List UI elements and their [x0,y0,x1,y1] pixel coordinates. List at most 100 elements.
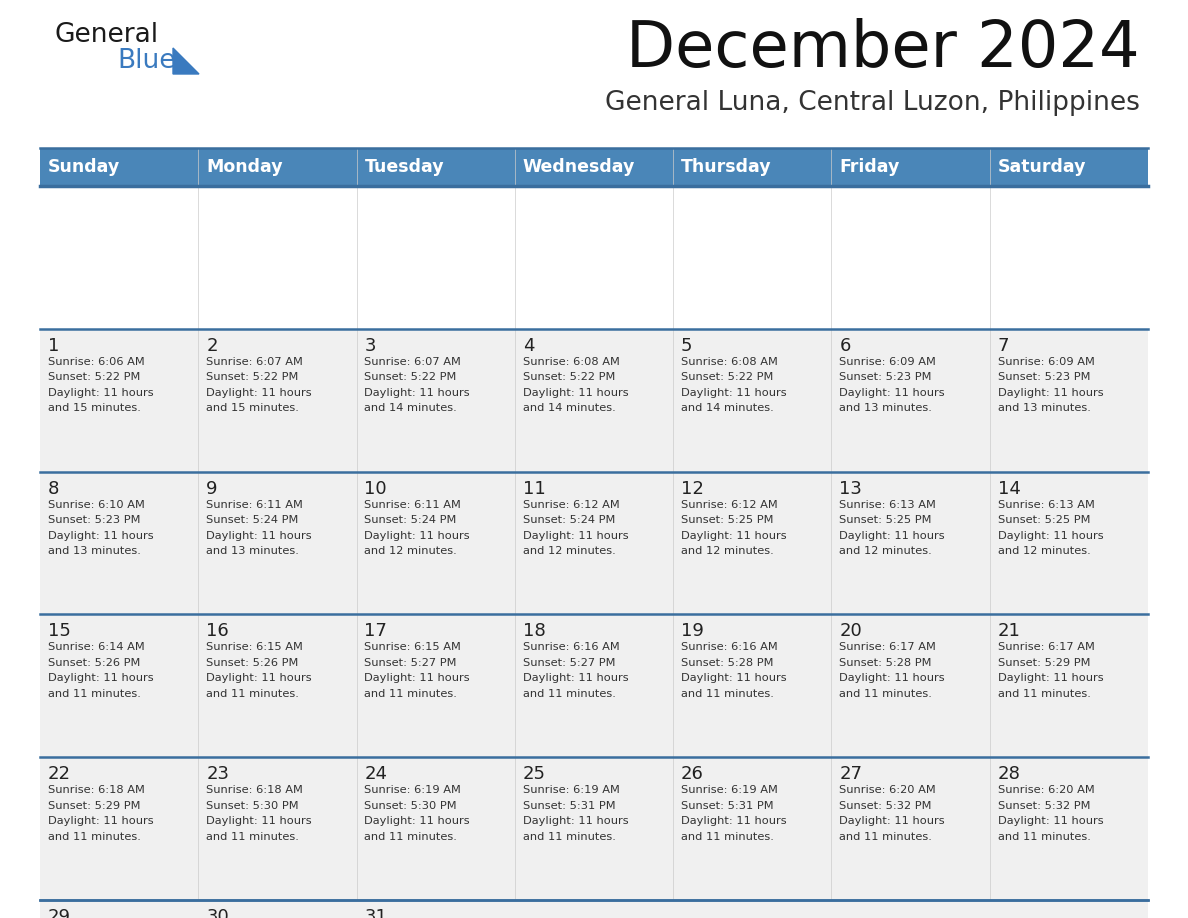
Text: and 11 minutes.: and 11 minutes. [365,688,457,699]
Bar [514,614,674,757]
Text: Sunrise: 6:15 AM: Sunrise: 6:15 AM [207,643,303,653]
Text: Daylight: 11 hours: Daylight: 11 hours [681,531,786,541]
Text: 7: 7 [998,337,1009,354]
Text: and 12 minutes.: and 12 minutes. [998,546,1091,556]
Text: Sunrise: 6:11 AM: Sunrise: 6:11 AM [365,499,461,509]
Text: and 13 minutes.: and 13 minutes. [207,546,299,556]
Text: 15: 15 [48,622,71,641]
Text: and 14 minutes.: and 14 minutes. [365,403,457,413]
Text: Daylight: 11 hours: Daylight: 11 hours [365,674,470,683]
Text: Sunrise: 6:19 AM: Sunrise: 6:19 AM [365,785,461,795]
Text: Sunrise: 6:20 AM: Sunrise: 6:20 AM [840,785,936,795]
Text: Sunset: 5:22 PM: Sunset: 5:22 PM [48,373,140,382]
Text: Sunrise: 6:11 AM: Sunrise: 6:11 AM [207,499,303,509]
Bar [514,472,674,614]
Text: Daylight: 11 hours: Daylight: 11 hours [48,531,153,541]
Text: Sunset: 5:22 PM: Sunset: 5:22 PM [523,373,615,382]
Bar [356,329,514,472]
Text: and 11 minutes.: and 11 minutes. [365,832,457,842]
Bar [40,900,198,918]
Text: Sunrise: 6:08 AM: Sunrise: 6:08 AM [523,357,620,367]
Text: Sunset: 5:25 PM: Sunset: 5:25 PM [840,515,931,525]
Bar [198,614,356,757]
Text: 14: 14 [998,479,1020,498]
Text: Sunset: 5:32 PM: Sunset: 5:32 PM [840,800,931,811]
Bar [356,148,514,186]
Text: Daylight: 11 hours: Daylight: 11 hours [998,531,1104,541]
Text: Blue: Blue [116,48,176,74]
Text: 27: 27 [840,766,862,783]
Text: Daylight: 11 hours: Daylight: 11 hours [998,674,1104,683]
Text: Monday: Monday [207,158,283,176]
Bar [198,329,356,472]
Bar [40,614,198,757]
Text: Sunset: 5:24 PM: Sunset: 5:24 PM [207,515,298,525]
Text: and 15 minutes.: and 15 minutes. [48,403,141,413]
Text: Sunset: 5:24 PM: Sunset: 5:24 PM [523,515,615,525]
Text: and 11 minutes.: and 11 minutes. [681,832,773,842]
Text: Sunset: 5:22 PM: Sunset: 5:22 PM [207,373,298,382]
Text: Sunset: 5:31 PM: Sunset: 5:31 PM [523,800,615,811]
Text: General Luna, Central Luzon, Philippines: General Luna, Central Luzon, Philippines [605,90,1140,116]
Text: 24: 24 [365,766,387,783]
Text: Sunset: 5:23 PM: Sunset: 5:23 PM [998,373,1091,382]
Text: Sunrise: 6:07 AM: Sunrise: 6:07 AM [365,357,461,367]
Text: Sunset: 5:27 PM: Sunset: 5:27 PM [365,658,457,668]
Bar [832,757,990,900]
Text: Sunset: 5:30 PM: Sunset: 5:30 PM [207,800,299,811]
Text: 2: 2 [207,337,217,354]
Text: Saturday: Saturday [998,158,1086,176]
Text: Daylight: 11 hours: Daylight: 11 hours [48,816,153,826]
Bar [514,329,674,472]
Bar [990,329,1148,472]
Text: Daylight: 11 hours: Daylight: 11 hours [365,387,470,397]
Text: and 12 minutes.: and 12 minutes. [840,546,933,556]
Text: Daylight: 11 hours: Daylight: 11 hours [998,816,1104,826]
Text: and 13 minutes.: and 13 minutes. [840,403,933,413]
Text: Daylight: 11 hours: Daylight: 11 hours [998,387,1104,397]
Text: Daylight: 11 hours: Daylight: 11 hours [681,674,786,683]
Text: Daylight: 11 hours: Daylight: 11 hours [48,387,153,397]
Text: Sunrise: 6:17 AM: Sunrise: 6:17 AM [840,643,936,653]
Text: Sunset: 5:32 PM: Sunset: 5:32 PM [998,800,1091,811]
Text: 12: 12 [681,479,704,498]
Text: Daylight: 11 hours: Daylight: 11 hours [840,674,944,683]
Text: Sunrise: 6:10 AM: Sunrise: 6:10 AM [48,499,145,509]
Text: Thursday: Thursday [681,158,772,176]
Bar [198,757,356,900]
Text: and 11 minutes.: and 11 minutes. [998,832,1091,842]
Text: and 11 minutes.: and 11 minutes. [681,688,773,699]
Text: Sunset: 5:26 PM: Sunset: 5:26 PM [48,658,140,668]
Text: Sunset: 5:31 PM: Sunset: 5:31 PM [681,800,773,811]
Text: and 15 minutes.: and 15 minutes. [207,403,299,413]
Text: Daylight: 11 hours: Daylight: 11 hours [207,387,311,397]
Text: Daylight: 11 hours: Daylight: 11 hours [207,816,311,826]
Text: Sunrise: 6:19 AM: Sunrise: 6:19 AM [681,785,778,795]
Text: 3: 3 [365,337,375,354]
Text: and 12 minutes.: and 12 minutes. [523,546,615,556]
Text: 21: 21 [998,622,1020,641]
Text: 4: 4 [523,337,535,354]
Text: Daylight: 11 hours: Daylight: 11 hours [523,674,628,683]
Text: Sunrise: 6:15 AM: Sunrise: 6:15 AM [365,643,461,653]
Text: 22: 22 [48,766,71,783]
Bar [356,614,514,757]
Text: Daylight: 11 hours: Daylight: 11 hours [207,674,311,683]
Text: Sunrise: 6:17 AM: Sunrise: 6:17 AM [998,643,1094,653]
Text: Sunrise: 6:09 AM: Sunrise: 6:09 AM [998,357,1094,367]
Bar [990,472,1148,614]
Text: and 13 minutes.: and 13 minutes. [48,546,141,556]
Text: 13: 13 [840,479,862,498]
Bar [990,614,1148,757]
Text: Sunset: 5:23 PM: Sunset: 5:23 PM [48,515,140,525]
Text: Sunrise: 6:13 AM: Sunrise: 6:13 AM [840,499,936,509]
Text: 28: 28 [998,766,1020,783]
Text: 26: 26 [681,766,704,783]
Text: Sunrise: 6:16 AM: Sunrise: 6:16 AM [523,643,619,653]
Text: 10: 10 [365,479,387,498]
Text: Sunrise: 6:18 AM: Sunrise: 6:18 AM [48,785,145,795]
Text: Sunset: 5:28 PM: Sunset: 5:28 PM [840,658,931,668]
Text: and 11 minutes.: and 11 minutes. [840,688,933,699]
Text: Sunset: 5:22 PM: Sunset: 5:22 PM [365,373,457,382]
Text: Daylight: 11 hours: Daylight: 11 hours [365,816,470,826]
